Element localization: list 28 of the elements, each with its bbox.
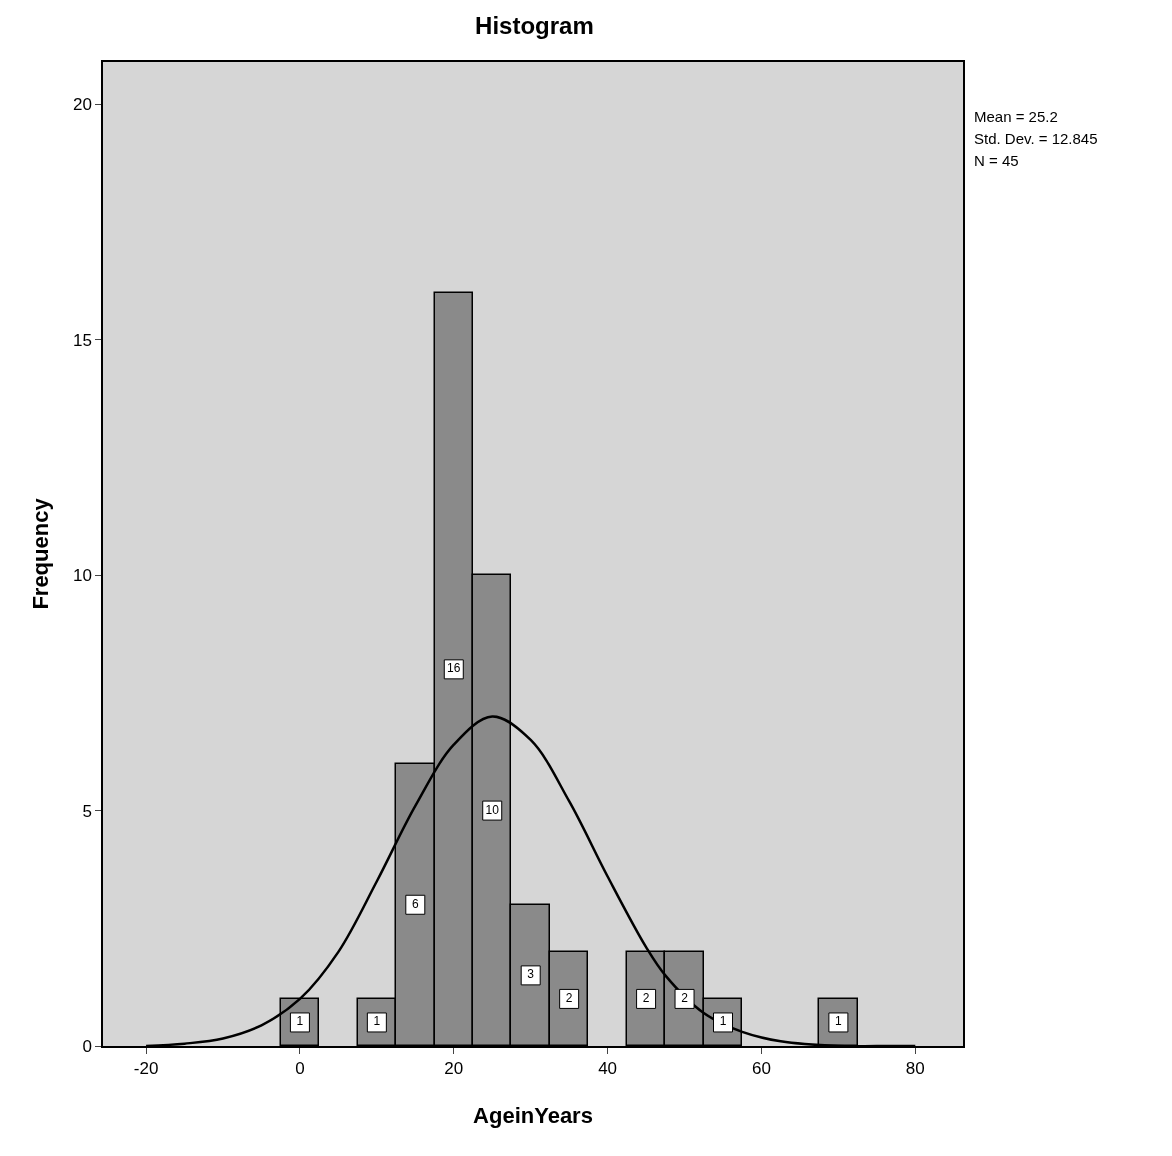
x-tick-label: -20: [133, 1059, 159, 1079]
text: N = 45: [974, 152, 1019, 169]
y-axis-title: Frequency: [28, 497, 54, 610]
data-label: 1: [719, 1014, 727, 1029]
x-tick-label: 80: [905, 1059, 925, 1079]
data-label: 2: [681, 990, 689, 1005]
text: Std. Dev. = 12.845: [974, 130, 1098, 147]
data-label: 1: [373, 1014, 381, 1029]
x-tick-label: 60: [752, 1059, 771, 1079]
x-tick-label: 40: [598, 1059, 618, 1079]
data-label: 1: [835, 1014, 843, 1029]
data-label: 16: [447, 661, 461, 676]
x-tick-label: 20: [444, 1059, 464, 1079]
y-tick-label: 5: [82, 801, 92, 821]
data-label: 2: [565, 990, 573, 1005]
data-label: 2: [642, 990, 650, 1005]
text: Mean = 25.2: [974, 108, 1058, 125]
y-tick-label: 10: [72, 566, 92, 586]
data-label: 6: [411, 896, 419, 911]
data-label: 1: [296, 1014, 304, 1029]
y-tick-label: 0: [82, 1036, 92, 1056]
data-label: 10: [485, 802, 500, 817]
y-tick-label: 20: [72, 95, 92, 115]
data-label: 3: [527, 967, 535, 982]
x-tick-label: 0: [295, 1059, 305, 1079]
x-axis-title: AgeinYears: [473, 1102, 593, 1128]
y-tick-label: 15: [72, 330, 92, 350]
chart-title: Histogram: [475, 12, 594, 40]
